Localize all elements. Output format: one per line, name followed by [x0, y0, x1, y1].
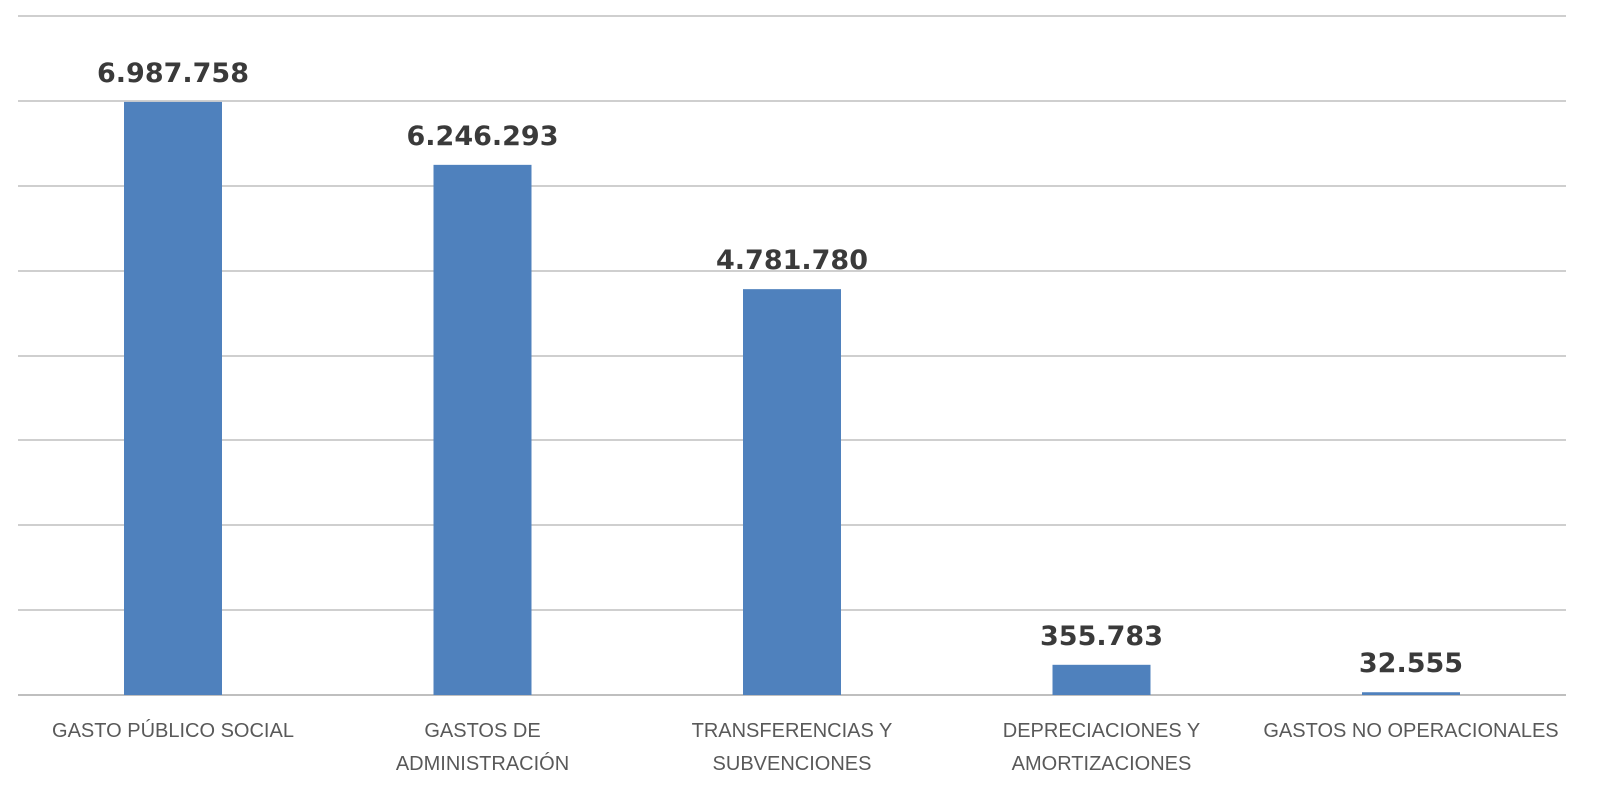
- bar: [1362, 692, 1460, 695]
- bar: [743, 289, 841, 695]
- category-label-line: GASTO PÚBLICO SOCIAL: [52, 719, 294, 742]
- data-label: 32.555: [1359, 648, 1463, 679]
- data-label: 6.987.758: [97, 58, 249, 89]
- category-label-line: GASTOS DE: [424, 720, 540, 742]
- category-label-line: AMORTIZACIONES: [1012, 753, 1192, 775]
- data-label: 4.781.780: [716, 245, 868, 276]
- category-label: GASTOS DE ADMINISTRACIÓN: [396, 720, 569, 775]
- category-axis-labels: GASTO PÚBLICO SOCIAL GASTOS DE ADMINISTRAC…: [52, 719, 1559, 775]
- bar: [124, 101, 222, 695]
- category-label-line: SUBVENCIONES: [713, 753, 872, 775]
- category-label-line: TRANSFERENCIAS Y: [692, 720, 893, 742]
- bar-chart: 6.987.758 6.246.293 4.781.780 355.783 32.555…: [18, 15, 1566, 775]
- category-label: TRANSFERENCIAS Y SUBVENCIONES: [692, 720, 893, 775]
- category-label-line: ADMINISTRACIÓN: [396, 752, 569, 775]
- data-labels: 6.987.758 6.246.293 4.781.780 355.783 32.555: [97, 58, 1463, 679]
- category-label: GASTO PÚBLICO SOCIAL: [52, 719, 294, 742]
- data-label: 6.246.293: [406, 121, 558, 152]
- bar: [1052, 664, 1151, 695]
- bar: [433, 164, 532, 695]
- category-label-line: GASTOS NO OPERACIONALES: [1263, 720, 1558, 742]
- category-label-line: DEPRECIACIONES Y: [1003, 720, 1200, 742]
- bars: [124, 101, 1460, 695]
- category-label: GASTOS NO OPERACIONALES: [1263, 720, 1558, 742]
- category-label: DEPRECIACIONES Y AMORTIZACIONES: [1003, 720, 1200, 775]
- data-label: 355.783: [1040, 621, 1163, 652]
